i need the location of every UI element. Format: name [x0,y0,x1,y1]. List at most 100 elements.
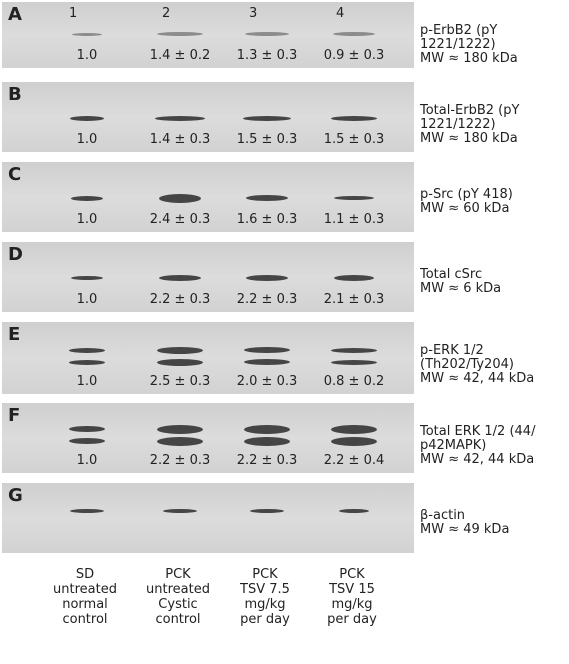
group-label: mg/kg [307,598,397,612]
panel-label: (Th202/Ty204) [420,358,514,372]
group-label: TSV 15 [307,583,397,597]
band [72,33,102,36]
band [331,360,377,365]
band [71,276,103,280]
panel-label: Total-ErbB2 (pY [420,104,519,118]
band [250,509,284,513]
group-label: mg/kg [220,598,310,612]
band-value: 1.0 [77,132,98,147]
group-label: normal [40,598,130,612]
panel-label: MW ≈ 42, 44 kDa [420,372,534,386]
panel-letter: E [8,324,20,345]
band [243,116,291,121]
panel-label: MW ≈ 180 kDa [420,132,518,146]
group-label: control [40,613,130,627]
panel-letter: B [8,84,22,105]
panel-label: p-ErbB2 (pY [420,24,497,38]
band [71,196,103,201]
band-value: 1.3 ± 0.3 [237,48,298,63]
band [244,359,290,365]
lane-number: 3 [249,6,257,21]
panel-label: MW ≈ 60 kDa [420,202,509,216]
band [159,275,201,281]
panel-label: Total cSrc [420,268,482,282]
band-value: 0.9 ± 0.3 [324,48,385,63]
band-value: 2.1 ± 0.3 [324,292,385,307]
band [245,32,289,36]
group-label: per day [307,613,397,627]
band [246,275,288,281]
band [70,509,104,513]
group-label: untreated [133,583,223,597]
band [159,194,201,203]
lane-number: 2 [162,6,170,21]
panel-label: MW ≈ 42, 44 kDa [420,453,534,467]
band-value: 2.4 ± 0.3 [150,212,211,227]
group-label: PCK [133,568,223,582]
band-value: 0.8 ± 0.2 [324,374,385,389]
band [331,348,377,353]
group-label: PCK [307,568,397,582]
group-label: TSV 7.5 [220,583,310,597]
group-label: Cystic [133,598,223,612]
band [331,425,377,434]
panel-letter: D [8,244,23,265]
band [334,275,374,281]
group-label: PCK [220,568,310,582]
band [157,359,203,366]
band [246,195,288,201]
panel-label: MW ≈ 180 kDa [420,52,518,66]
panel-label: MW ≈ 49 kDa [420,523,509,537]
band-value: 1.4 ± 0.3 [150,132,211,147]
band [157,32,203,36]
band-value: 1.0 [77,292,98,307]
panel-letter: A [8,4,22,25]
band [69,438,105,444]
band [157,425,203,434]
band [333,32,375,36]
lane-number: 4 [336,6,344,21]
band [69,348,105,353]
band [70,116,104,121]
panel-label: β-actin [420,509,465,523]
band-value: 1.0 [77,374,98,389]
band [157,437,203,446]
band [155,116,205,121]
band [163,509,197,513]
band-value: 1.4 ± 0.2 [150,48,211,63]
band-value: 1.6 ± 0.3 [237,212,298,227]
panel-label: 1221/1222) [420,118,496,132]
panel-label: p-Src (pY 418) [420,188,513,202]
panel-label: Total ERK 1/2 (44/ [420,425,535,439]
panel-letter: C [8,164,21,185]
band-value: 2.2 ± 0.3 [237,292,298,307]
band [331,437,377,446]
band [244,437,290,446]
figure: A 1.0 1.4 ± 0.2 1.3 ± 0.3 0.9 ± 0.3 p-ErbB2 (… [0,0,569,664]
band [244,425,290,434]
panel-label: MW ≈ 6 kDa [420,282,501,296]
band-value: 1.5 ± 0.3 [237,132,298,147]
band [331,116,377,121]
panel-letter: G [8,485,23,506]
panel-label: p42MAPK) [420,439,486,453]
band-value: 2.2 ± 0.3 [237,453,298,468]
group-label: per day [220,613,310,627]
panel-label: p-ERK 1/2 [420,344,484,358]
band [334,196,374,200]
group-label: untreated [40,583,130,597]
blot-panel: G [2,483,414,553]
band [69,360,105,365]
band-value: 1.0 [77,453,98,468]
band-value: 1.0 [77,212,98,227]
band-value: 2.0 ± 0.3 [237,374,298,389]
band [69,426,105,432]
group-label: control [133,613,223,627]
band [157,347,203,354]
band-value: 2.2 ± 0.4 [324,453,385,468]
